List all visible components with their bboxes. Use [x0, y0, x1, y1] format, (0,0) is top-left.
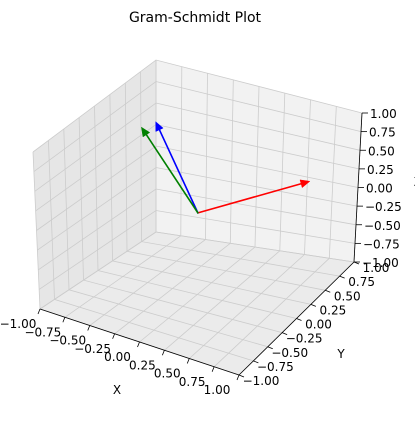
- x-tick-label: −0.75: [24, 325, 61, 339]
- z-tick-label: 1.00: [370, 107, 397, 121]
- y-gridline: [63, 128, 268, 348]
- chart-title: Gram-Schmidt Plot: [129, 10, 262, 26]
- z-tick-label: 0.25: [367, 163, 394, 177]
- vector-arrows: [141, 121, 311, 214]
- vector-v2-shaft: [158, 129, 199, 214]
- x-tick-label: 0.50: [154, 367, 181, 381]
- axes-tick-labels: −1.00−1.00−1.00−0.75−0.75−0.75−0.50−0.50…: [0, 107, 402, 397]
- y-tick-label: 0.00: [305, 318, 332, 332]
- z-tick-label: 0.75: [369, 126, 396, 140]
- x-tick-label: 1.00: [204, 383, 231, 397]
- z-tick-label: −0.75: [363, 237, 400, 251]
- y-tick-label: −1.00: [243, 374, 280, 388]
- z-tick-label: −0.25: [365, 200, 402, 214]
- y-tick-label: 0.75: [348, 275, 375, 289]
- x-tick-label: −1.00: [0, 317, 36, 331]
- y-tick: [281, 332, 288, 335]
- y-tick: [267, 346, 273, 350]
- y-tick: [325, 289, 331, 293]
- y-tick-label: −0.25: [286, 332, 323, 346]
- z-gridline: [32, 59, 363, 153]
- z-tick-label: 0.00: [366, 182, 393, 196]
- z-tick-label: −0.50: [364, 219, 401, 233]
- x-tick: [87, 325, 91, 331]
- x-tick-label: −0.25: [74, 342, 111, 356]
- y-gridline: [94, 105, 297, 319]
- x-tick: [211, 366, 215, 372]
- x-tick: [137, 341, 140, 348]
- y-tick: [339, 275, 345, 279]
- vector-v1-shaft: [197, 182, 302, 214]
- y-gridline: [78, 117, 283, 333]
- x-tick: [236, 374, 240, 381]
- y-tick: [353, 261, 360, 265]
- left-pane: [33, 60, 156, 309]
- y-tick: [253, 360, 259, 364]
- x-tick: [162, 350, 165, 356]
- y-gridline: [155, 60, 355, 263]
- x-tick: [112, 333, 115, 339]
- vector-v2-head: [155, 121, 164, 132]
- y-gridline: [109, 94, 311, 305]
- y-tick: [296, 318, 302, 321]
- floor-pane: [40, 232, 354, 375]
- y-gridline: [140, 71, 340, 277]
- x-tick-label: −0.50: [49, 334, 86, 348]
- back-pane: [156, 60, 362, 262]
- z-tick-label: 0.50: [368, 144, 395, 158]
- z-tick-label: −1.00: [362, 256, 399, 270]
- y-tick: [238, 374, 245, 378]
- x-tick: [62, 317, 66, 323]
- axes-lines-and-ticks: [37, 112, 368, 381]
- vector-v1-head: [299, 179, 311, 189]
- y-tick: [310, 304, 317, 307]
- axes-panes: [33, 60, 362, 375]
- x-tick-label: 0.00: [104, 350, 131, 364]
- y-gridline: [124, 82, 326, 291]
- x-tick-label: 0.75: [179, 375, 206, 389]
- x-tick: [37, 308, 41, 315]
- y-tick-label: −0.75: [257, 360, 294, 374]
- y-tick-label: −0.50: [271, 346, 308, 360]
- z-axis-title: Z: [414, 175, 415, 189]
- vector-v3-shaft: [145, 133, 199, 214]
- x-tick-label: 0.25: [129, 358, 156, 372]
- y-tick-label: 0.50: [334, 289, 361, 303]
- y-tick-label: 0.25: [320, 303, 347, 317]
- y-tick-label: 1.00: [363, 261, 390, 275]
- x-tick: [186, 358, 190, 364]
- y-axis-title: Y: [336, 347, 345, 361]
- y-gridline: [48, 140, 254, 362]
- vector-v3-head: [141, 126, 151, 138]
- x-axis-title: X: [113, 383, 121, 397]
